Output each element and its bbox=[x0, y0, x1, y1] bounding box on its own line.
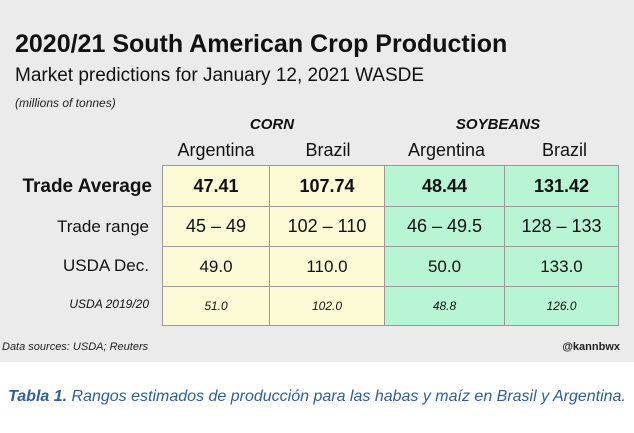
cell-trade-average-corn-argentina: 47.41 bbox=[162, 165, 270, 207]
cell-usda-dec-soybeans-argentina: 50.0 bbox=[384, 246, 505, 287]
chart-subtitle: Market predictions for January 12, 2021 … bbox=[15, 65, 425, 86]
data-source-note: Data sources: USDA; Reuters bbox=[2, 341, 149, 353]
group-header-soybeans: SOYBEANS bbox=[455, 116, 541, 133]
table-row-trade-range: 45 – 49 102 – 110 46 – 49.5 128 – 133 bbox=[162, 206, 619, 247]
figure-caption: Tabla 1. Rangos estimados de producción … bbox=[0, 386, 634, 407]
cell-trade-average-soybeans-argentina: 48.44 bbox=[384, 165, 505, 207]
cell-usda-2019-20-soybeans-argentina: 48.8 bbox=[384, 286, 505, 326]
author-handle: @kannbwx bbox=[562, 341, 620, 353]
table-row-trade-average: 47.41 107.74 48.44 131.42 bbox=[162, 165, 619, 207]
column-header-corn-argentina: Argentina bbox=[177, 140, 255, 160]
row-label-usda-2019-20: USDA 2019/20 bbox=[69, 297, 149, 311]
cell-usda-dec-soybeans-brazil: 133.0 bbox=[504, 246, 619, 287]
cell-trade-average-corn-brazil: 107.74 bbox=[269, 165, 385, 207]
cell-usda-2019-20-corn-argentina: 51.0 bbox=[162, 286, 270, 326]
cell-usda-2019-20-corn-brazil: 102.0 bbox=[269, 286, 385, 326]
column-header-soybeans-argentina: Argentina bbox=[407, 140, 486, 160]
cell-trade-range-soybeans-brazil: 128 – 133 bbox=[504, 206, 619, 247]
cell-usda-2019-20-soybeans-brazil: 126.0 bbox=[504, 286, 619, 326]
table-row-usda-2019-20: 51.0 102.0 48.8 126.0 bbox=[162, 286, 619, 326]
cell-trade-range-corn-brazil: 102 – 110 bbox=[269, 206, 385, 247]
row-label-usda-dec: USDA Dec. bbox=[63, 256, 149, 275]
caption-text: Rangos estimados de producción para las … bbox=[67, 388, 626, 405]
caption-lead: Tabla 1. bbox=[8, 388, 68, 405]
production-table: 47.41 107.74 48.44 131.42 45 – 49 102 – … bbox=[162, 165, 619, 326]
cell-usda-dec-corn-argentina: 49.0 bbox=[162, 246, 270, 287]
chart-title: 2020/21 South American Crop Production bbox=[15, 30, 508, 58]
group-header-corn: CORN bbox=[249, 116, 295, 133]
cell-trade-average-soybeans-brazil: 131.42 bbox=[504, 165, 619, 207]
cell-trade-range-corn-argentina: 45 – 49 bbox=[162, 206, 270, 247]
cell-trade-range-soybeans-argentina: 46 – 49.5 bbox=[384, 206, 505, 247]
column-header-corn-brazil: Brazil bbox=[305, 140, 351, 160]
table-row-usda-dec: 49.0 110.0 50.0 133.0 bbox=[162, 246, 619, 287]
row-label-trade-average: Trade Average bbox=[22, 176, 152, 197]
row-label-trade-range: Trade range bbox=[57, 217, 149, 236]
cell-usda-dec-corn-brazil: 110.0 bbox=[269, 246, 385, 287]
column-header-soybeans-brazil: Brazil bbox=[541, 140, 587, 160]
units-note: (millions of tonnes) bbox=[15, 96, 116, 110]
